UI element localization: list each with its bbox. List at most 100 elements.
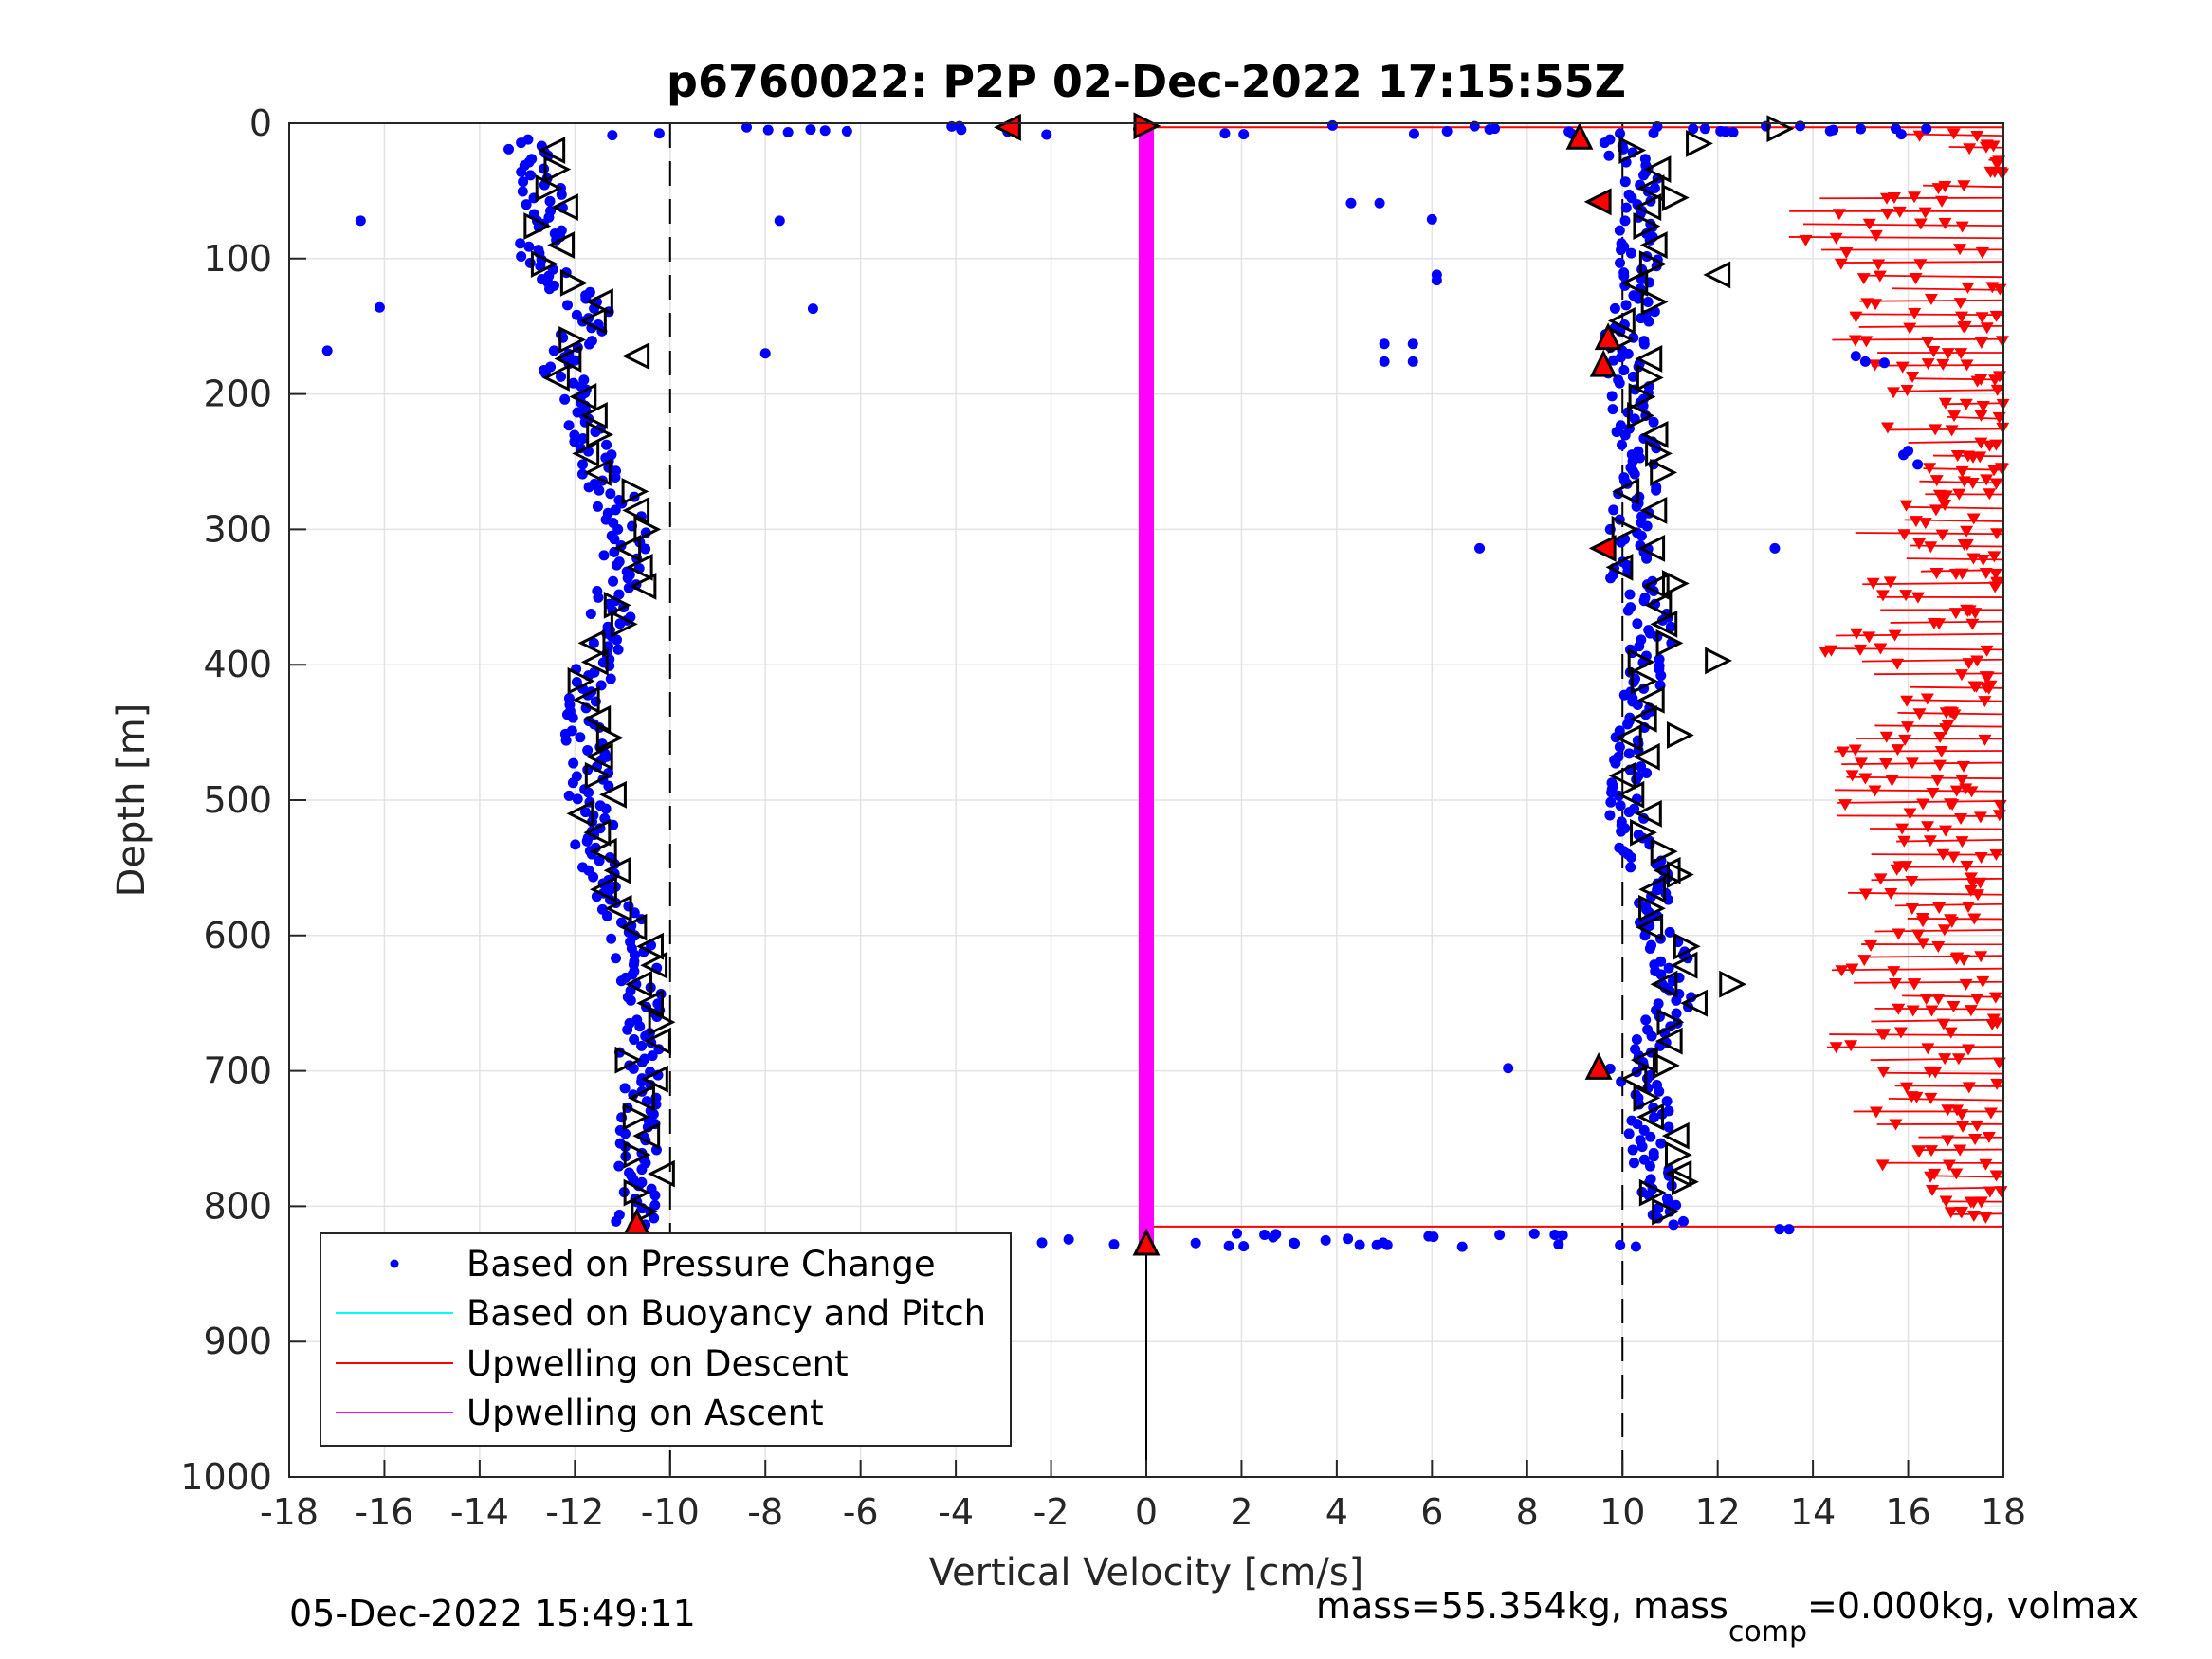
x-tick-label: 8: [1516, 1491, 1539, 1533]
descent-velocity-point: [583, 787, 594, 798]
descent-upwelling-marker: [1918, 518, 1932, 530]
descent-buoyancy-marker: [636, 932, 664, 960]
descent-velocity-point: [606, 933, 617, 944]
descent-upwelling-marker: [1980, 322, 1994, 335]
ascent-buoyancy-marker: [1630, 666, 1658, 695]
descent-upwelling-marker: [1921, 337, 1935, 349]
descent-buoyancy-marker: [584, 761, 612, 790]
descent-velocity-point: [605, 488, 616, 500]
ascent-velocity-point: [1662, 1196, 1673, 1208]
descent-upwelling-marker: [1949, 785, 1964, 797]
descent-upwelling-marker: [1947, 851, 1961, 864]
descent-upwelling-marker: [1948, 608, 1963, 620]
descent-upwelling-marker: [1962, 1082, 1976, 1094]
descent-buoyancy-marker: [579, 402, 608, 429]
ascent-velocity-point: [1677, 1215, 1689, 1227]
legend-label-buoyancy: Based on Buoyancy and Pitch: [466, 1293, 986, 1334]
ascent-buoyancy-marker: [1633, 212, 1661, 240]
ascent-velocity-point: [1614, 377, 1625, 389]
descent-upwelling-marker: [1919, 994, 1933, 1006]
descent-upwelling-marker: [1854, 757, 1868, 770]
y-axis-label: Depth [m]: [110, 703, 154, 898]
descent-velocity-point: [567, 712, 578, 723]
descent-upwelling-marker: [1989, 848, 2003, 861]
descent-upwelling-marker: [1979, 1158, 1993, 1171]
descent-upwelling-marker: [1858, 888, 1873, 901]
descent-buoyancy-marker: [647, 1159, 675, 1188]
surface-transit-point: [1648, 127, 1659, 138]
ascent-velocity-point: [1648, 416, 1659, 428]
descent-upwelling-marker: [1929, 504, 1943, 517]
descent-upwelling-marker: [1906, 1005, 1920, 1017]
ascent-buoyancy-marker: [1605, 553, 1634, 581]
highlighted-buoyancy-marker: [1133, 112, 1161, 140]
descent-upwelling-marker: [1836, 746, 1850, 758]
ascent-velocity-point: [1651, 484, 1662, 496]
descent-velocity-point: [572, 793, 583, 805]
ascent-velocity-point: [1619, 176, 1631, 188]
ascent-velocity-point: [1655, 670, 1667, 682]
outlier-velocity-point: [1859, 356, 1871, 367]
descent-upwelling-marker: [1938, 1053, 1952, 1066]
descent-upwelling-marker: [1965, 477, 1980, 489]
descent-upwelling-marker: [1973, 811, 1987, 824]
descent-upwelling-marker: [1955, 311, 1969, 323]
descent-buoyancy-marker: [585, 288, 613, 316]
descent-velocity-point: [611, 559, 622, 571]
x-axis-ticks: -18 -16 -14 -12 -10 -8 -6 -4 -2 0 2 4 6 8 10 12 14 16 18: [260, 1460, 2026, 1533]
ascent-velocity-point: [1644, 1160, 1655, 1172]
descent-upwelling-segment: [1894, 1085, 2004, 1087]
ascent-velocity-point: [1606, 391, 1618, 402]
descent-upwelling-marker: [1959, 398, 1973, 410]
bottom-transit-point: [1259, 1229, 1271, 1240]
descent-velocity-point: [576, 468, 588, 480]
outlier-velocity-point: [1912, 459, 1924, 470]
ascent-velocity-point: [1631, 774, 1642, 785]
x-axis-label: Vertical Velocity [cm/s]: [929, 1551, 1364, 1595]
descent-upwelling-marker: [1905, 757, 1919, 770]
descent-velocity-point: [619, 1128, 631, 1139]
descent-upwelling-marker: [1936, 491, 1950, 503]
ascent-velocity-point: [1631, 1033, 1642, 1045]
descent-upwelling-marker: [1900, 721, 1914, 734]
descent-upwelling-marker: [1848, 744, 1862, 757]
descent-upwelling-marker: [1979, 141, 1993, 154]
ascent-buoyancy-marker: [1617, 780, 1645, 809]
ascent-velocity-point: [1624, 589, 1636, 600]
descent-upwelling-marker: [1962, 658, 1976, 670]
descent-upwelling-marker: [1938, 397, 1952, 410]
descent-upwelling-marker: [1945, 425, 1959, 437]
ascent-velocity-point: [1620, 202, 1632, 213]
descent-velocity-point: [516, 166, 527, 177]
upwelling-on-descent-series: [1146, 126, 2010, 1228]
descent-buoyancy-marker: [583, 458, 612, 486]
descent-upwelling-marker: [1849, 311, 1863, 323]
descent-buoyancy-marker: [640, 1065, 668, 1093]
descent-buoyancy-marker: [572, 685, 600, 714]
bottom-transit-point: [1108, 1239, 1120, 1250]
outlier-velocity-point: [1379, 338, 1390, 350]
descent-buoyancy-marker: [590, 875, 617, 903]
outlier-velocity-point: [759, 348, 771, 359]
surface-transit-point: [1824, 125, 1836, 137]
outlier-buoyancy-marker: [1661, 184, 1690, 211]
descent-upwelling-marker: [1970, 655, 1984, 667]
descent-upwelling-marker: [1839, 247, 1854, 260]
descent-upwelling-marker: [1936, 848, 1950, 861]
ascent-velocity-point: [1622, 605, 1634, 616]
ascent-velocity-point: [1643, 316, 1654, 327]
bottom-transit-point: [1456, 1241, 1468, 1252]
descent-upwelling-marker: [1948, 568, 1963, 580]
descent-upwelling-marker: [1844, 1040, 1858, 1052]
descent-upwelling-marker: [1995, 168, 2009, 180]
descent-upwelling-marker: [1832, 209, 1846, 221]
descent-upwelling-marker: [1988, 568, 2002, 580]
x-tick-label: -2: [1033, 1491, 1069, 1533]
descent-buoyancy-marker: [583, 704, 612, 733]
descent-upwelling-marker: [1932, 902, 1947, 915]
descent-upwelling-marker: [1950, 1104, 1965, 1117]
descent-upwelling-marker: [1923, 463, 1937, 475]
descent-velocity-point: [636, 1040, 648, 1051]
descent-upwelling-marker: [1947, 1000, 1961, 1012]
descent-upwelling-marker: [1979, 1212, 1993, 1224]
